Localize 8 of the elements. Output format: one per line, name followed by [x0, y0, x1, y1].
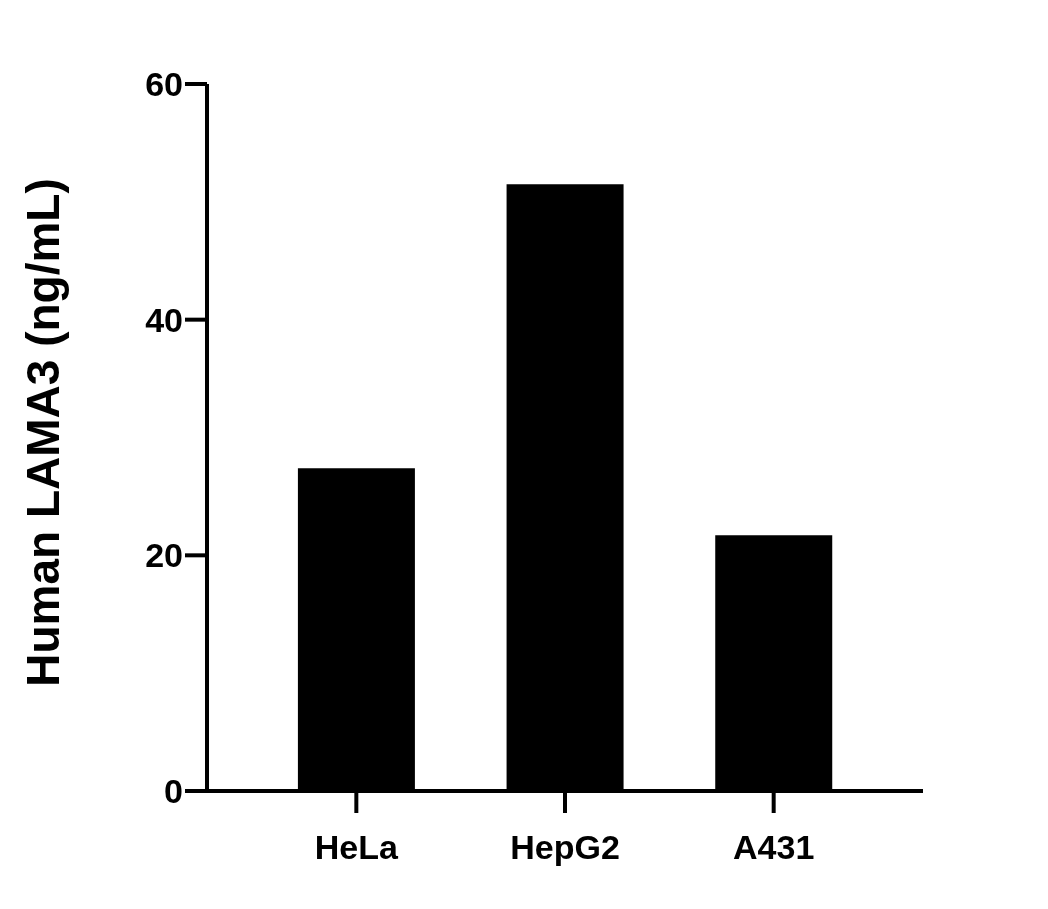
x-tick-label: HeLa [314, 828, 399, 867]
y-axis-title: Human LAMA3 (ng/mL) [17, 178, 70, 687]
y-tick-label: 0 [164, 772, 183, 811]
y-tick-label: 60 [145, 65, 183, 104]
y-tick-label: 40 [145, 300, 183, 339]
y-tick-label: 20 [145, 536, 183, 575]
x-tick-label: HepG2 [510, 828, 620, 867]
x-tick-label: A431 [733, 828, 815, 867]
